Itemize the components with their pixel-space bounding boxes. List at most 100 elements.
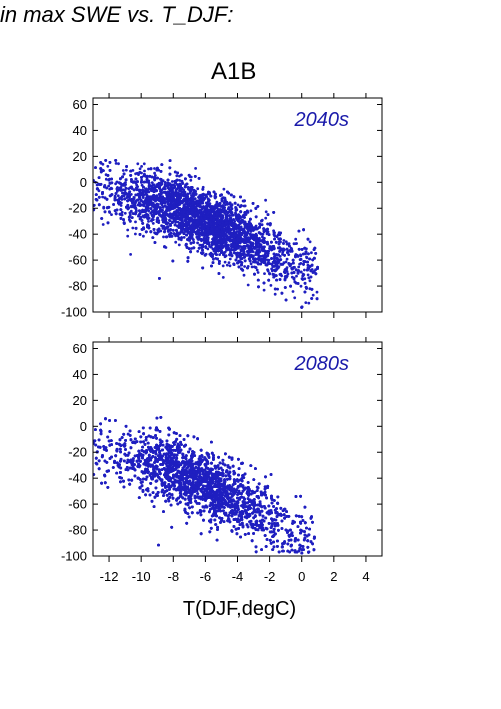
scatter-point (297, 265, 301, 269)
scatter-point (299, 284, 303, 288)
scatter-point (284, 260, 288, 264)
scatter-point (227, 261, 231, 264)
scatter-point (261, 235, 264, 239)
scatter-point (104, 177, 108, 181)
scatter-point (124, 168, 128, 172)
scatter-point (223, 260, 227, 264)
scatter-point (308, 287, 312, 291)
scatter-point (114, 162, 118, 165)
scatter-point (315, 290, 319, 294)
scatter-point (162, 235, 165, 239)
scatter-point (136, 162, 140, 166)
scatter-point (174, 240, 178, 244)
scatter-point (245, 254, 249, 257)
scatter-point (163, 181, 167, 184)
scatter-point (273, 292, 277, 296)
scatter-point (182, 236, 186, 239)
scatter-point (228, 257, 232, 261)
scatter-point (120, 198, 124, 201)
scatter-point (126, 228, 130, 232)
scatter-point (176, 220, 180, 224)
scatter-point (306, 273, 310, 277)
scatter-point (102, 205, 106, 209)
scatter-point (307, 301, 311, 305)
scenario-label: A1B (211, 58, 257, 85)
scatter-point (293, 296, 297, 300)
scatter-point (128, 211, 132, 215)
scatter-point (125, 196, 129, 200)
scatter-point (304, 301, 308, 304)
scatter-point (235, 230, 239, 233)
scatter-point (134, 220, 137, 224)
scatter-point (121, 169, 125, 172)
scatter-point (291, 290, 295, 293)
scatter-point (264, 198, 267, 202)
scatter-point (264, 210, 268, 214)
scatter-point (142, 234, 145, 238)
scatter-point (129, 253, 133, 256)
scatter-point (140, 165, 144, 168)
scatter-point (308, 240, 312, 244)
scatter-point (189, 178, 193, 182)
scatter-point (142, 162, 146, 166)
scatter-point (235, 255, 239, 259)
scatter-point (140, 178, 144, 182)
scatter-point (284, 267, 287, 271)
scatter-point (177, 243, 181, 247)
scatter-point (208, 202, 212, 206)
scatter-point (285, 257, 289, 261)
scatter-point (101, 162, 105, 166)
scatter-point (108, 187, 112, 191)
scatter-point (154, 174, 157, 177)
scatter-point (108, 211, 112, 214)
scatter-point (137, 209, 141, 213)
scatter-point (277, 240, 281, 244)
scatter-point (312, 256, 316, 260)
scatter-point (173, 186, 177, 189)
scatter-point (106, 164, 110, 168)
scatter-point (308, 279, 312, 283)
scatter-point (179, 238, 183, 242)
scatter-point (135, 171, 139, 175)
scatter-point (262, 288, 266, 292)
scatter-point (151, 222, 155, 225)
scatter-point (206, 247, 210, 251)
scatter-point (305, 256, 309, 260)
scatter-point (314, 268, 317, 272)
scatter-point (147, 167, 150, 171)
scatter-point (234, 212, 238, 216)
scatter-point (110, 187, 114, 191)
scatter-point (249, 262, 253, 266)
scatter-point (307, 276, 311, 280)
scatter-point (147, 220, 150, 223)
scatter-point (289, 246, 293, 250)
scatter-point (131, 226, 135, 230)
scatter-point (281, 252, 284, 256)
scatter-point (249, 209, 253, 213)
scatter-point (134, 232, 137, 236)
scatter-point (143, 204, 146, 208)
scatter-point (212, 257, 215, 261)
scatter-point (199, 251, 203, 255)
scatter-point (126, 234, 130, 238)
scatter-point (218, 253, 222, 256)
scatter-point (128, 195, 131, 199)
scatter-point (138, 167, 142, 171)
scatter-point (120, 210, 124, 214)
scatter-point (110, 213, 113, 217)
scatter-point (170, 180, 174, 183)
scatter-point (178, 179, 182, 182)
scatter-point (310, 251, 313, 255)
scatter-point (250, 265, 254, 269)
scatter-point (242, 273, 246, 277)
scatter-point (93, 204, 96, 207)
scatter-point (254, 206, 258, 210)
scatter-point (286, 272, 290, 276)
scatter-point (179, 192, 183, 196)
scatter-point (210, 241, 214, 244)
scatter-point (159, 229, 163, 233)
scatter-point (303, 268, 306, 272)
scatter-point (101, 195, 104, 199)
